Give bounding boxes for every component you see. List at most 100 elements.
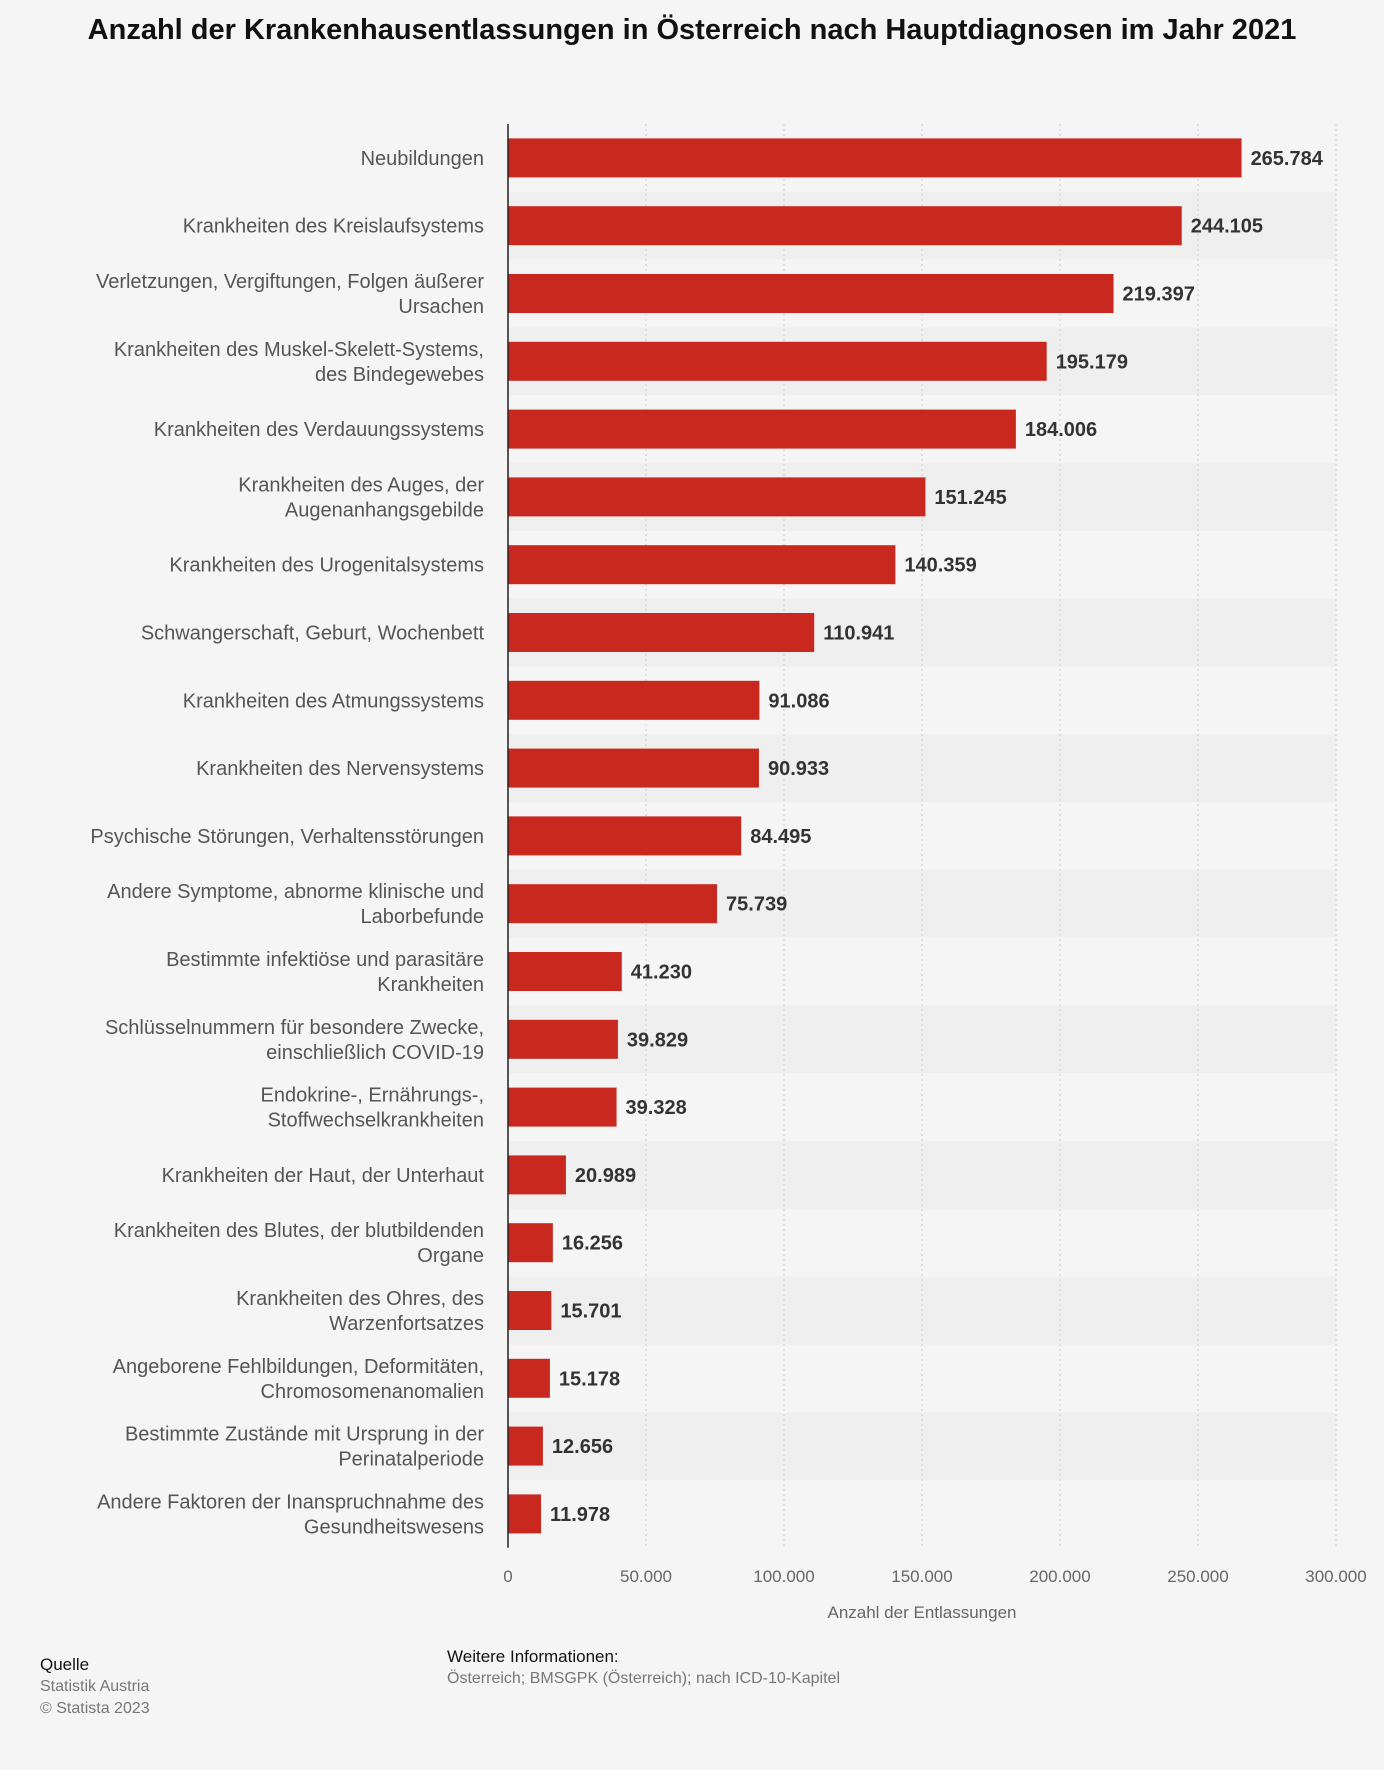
copyright: © Statista 2023 xyxy=(40,1700,150,1717)
category-label: Bestimmte infektiöse und parasitäre Krank… xyxy=(166,949,484,996)
category-label-line: Endokrine-, Ernährungs-, xyxy=(261,1085,484,1107)
category-label: Andere Symptome, abnorme klinische und La… xyxy=(107,881,484,928)
category-label-line: Krankheiten des Verdauungssystems xyxy=(154,419,484,441)
info-heading: Weitere Informationen: xyxy=(447,1647,619,1666)
category-label-line: Krankheiten des Urogenitalsystems xyxy=(169,555,484,577)
bar xyxy=(508,477,926,517)
source-block: Quelle Statistik Austria © Statista 2023 xyxy=(40,1654,150,1720)
category-label-line: Krankheiten der Haut, der Unterhaut xyxy=(162,1165,485,1187)
bar xyxy=(508,1019,618,1059)
value-label: 39.328 xyxy=(626,1097,687,1119)
category-label: Endokrine-, Ernährungs-, Stoffwechselkran… xyxy=(261,1085,484,1132)
value-label: 20.989 xyxy=(575,1165,636,1187)
bar xyxy=(508,680,760,720)
value-label: 12.656 xyxy=(552,1436,613,1458)
category-label: Krankheiten des Auges, der Augenanhangsge… xyxy=(238,474,484,521)
bar xyxy=(508,1087,617,1127)
value-label: 244.105 xyxy=(1191,216,1263,238)
x-axis-title: Anzahl der Entlassungen xyxy=(827,1603,1016,1622)
category-label-line: Chromosomenanomalien xyxy=(261,1381,484,1403)
value-label: 195.179 xyxy=(1056,351,1128,373)
category-label-line: Stoffwechselkrankheiten xyxy=(268,1110,484,1132)
value-label: 184.006 xyxy=(1025,419,1097,441)
category-label-line: Neubildungen xyxy=(361,148,484,170)
bar xyxy=(508,545,896,585)
bar xyxy=(508,206,1182,246)
category-label-line: Gesundheitswesens xyxy=(304,1516,484,1538)
category-label: Krankheiten des Nervensystems xyxy=(196,758,484,780)
bar xyxy=(508,816,742,856)
category-label-line: Bestimmte infektiöse und parasitäre xyxy=(166,949,484,971)
bar xyxy=(508,1426,543,1466)
bar-chart: Neubildungen Krankheiten des Kreislaufsys… xyxy=(90,124,1367,1622)
category-label: Verletzungen, Vergiftungen, Folgen äußer… xyxy=(96,271,484,318)
category-label-line: Organe xyxy=(417,1245,484,1267)
x-tick-label: 0 xyxy=(503,1567,512,1586)
category-label: Psychische Störungen, Verhaltensstörunge… xyxy=(90,826,484,848)
value-label: 265.784 xyxy=(1251,148,1324,170)
bar xyxy=(508,884,718,924)
bar xyxy=(508,1494,542,1534)
category-label: Krankheiten des Ohres, des Warzenfortsatz… xyxy=(236,1288,484,1335)
value-label: 16.256 xyxy=(562,1233,623,1255)
value-label: 110.941 xyxy=(823,623,894,645)
category-label: Krankheiten des Verdauungssystems xyxy=(154,419,484,441)
value-label: 11.978 xyxy=(550,1504,610,1526)
value-label: 41.230 xyxy=(631,962,692,984)
bars xyxy=(508,138,1242,1534)
category-label-line: Krankheiten des Nervensystems xyxy=(196,758,484,780)
value-label: 39.829 xyxy=(627,1029,688,1051)
info-text: Österreich; BMSGPK (Österreich); nach IC… xyxy=(447,1670,841,1687)
category-label-line: Verletzungen, Vergiftungen, Folgen äußer… xyxy=(96,271,484,293)
category-label: Krankheiten des Blutes, der blutbildende… xyxy=(114,1220,484,1267)
category-label: Andere Faktoren der Inanspruchnahme des G… xyxy=(97,1491,484,1538)
value-label: 90.933 xyxy=(768,758,829,780)
category-label: Krankheiten des Muskel-Skelett-Systems, d… xyxy=(114,339,484,386)
value-labels: 265.784 244.105 219.397 195.179 184.006 151.2… xyxy=(550,148,1324,1526)
category-label-line: Krankheiten xyxy=(377,974,484,996)
bar xyxy=(508,1358,550,1398)
category-label-line: Krankheiten des Kreislaufsystems xyxy=(183,216,484,238)
category-label-line: Krankheiten des Auges, der xyxy=(238,474,484,496)
x-tick-label: 100.000 xyxy=(753,1567,814,1586)
x-tick-label: 50.000 xyxy=(620,1567,672,1586)
info-block: Weitere Informationen: Österreich; BMSGP… xyxy=(447,1646,840,1690)
bar xyxy=(508,138,1242,178)
category-label-line: einschließlich COVID-19 xyxy=(266,1042,484,1064)
value-label: 219.397 xyxy=(1123,284,1195,306)
bar xyxy=(508,341,1047,381)
category-label-line: Krankheiten des Blutes, der blutbildende… xyxy=(114,1220,484,1242)
category-label-line: Laborbefunde xyxy=(361,906,484,928)
category-label: Angeborene Fehlbildungen, Deformitäten, C… xyxy=(113,1356,484,1403)
category-label-line: Andere Symptome, abnorme klinische und xyxy=(107,881,484,903)
value-label: 84.495 xyxy=(750,826,811,848)
value-label: 91.086 xyxy=(768,690,829,712)
category-label: Bestimmte Zustände mit Ursprung in der Pe… xyxy=(125,1424,484,1471)
bar xyxy=(508,1291,552,1330)
x-tick-labels: 0 50.000 100.000 150.000 200.000 250.000 300.0… xyxy=(503,1567,1366,1586)
chart-title: Anzahl der Krankenhausentlassungen in Ös… xyxy=(87,14,1297,46)
category-labels: Neubildungen Krankheiten des Kreislaufsys… xyxy=(90,148,484,1539)
bar xyxy=(508,748,759,788)
category-label-line: Andere Faktoren der Inanspruchnahme des xyxy=(97,1491,484,1513)
category-label-line: Warzenfortsatzes xyxy=(329,1313,484,1335)
category-label-line: Angeborene Fehlbildungen, Deformitäten, xyxy=(113,1356,484,1378)
x-tick-label: 200.000 xyxy=(1029,1567,1090,1586)
value-label: 75.739 xyxy=(726,894,787,916)
category-label-line: Perinatalperiode xyxy=(338,1449,484,1471)
category-label: Neubildungen xyxy=(361,148,484,170)
bar xyxy=(508,952,622,991)
category-label-line: Psychische Störungen, Verhaltensstörunge… xyxy=(90,826,484,848)
category-label-line: Schlüsselnummern für besondere Zwecke, xyxy=(105,1017,484,1039)
category-label-line: Krankheiten des Atmungssystems xyxy=(183,690,484,712)
category-label: Krankheiten des Kreislaufsystems xyxy=(183,216,484,238)
category-label-line: Bestimmte Zustände mit Ursprung in der xyxy=(125,1424,484,1446)
value-label: 15.178 xyxy=(559,1368,620,1390)
category-label: Schwangerschaft, Geburt, Wochenbett xyxy=(141,623,485,645)
value-label: 151.245 xyxy=(934,487,1006,509)
bar xyxy=(508,1155,566,1195)
value-label: 140.359 xyxy=(904,555,976,577)
value-label: 15.701 xyxy=(560,1301,621,1323)
category-label-line: Krankheiten des Muskel-Skelett-Systems, xyxy=(114,339,484,361)
category-label-line: Ursachen xyxy=(398,296,484,318)
